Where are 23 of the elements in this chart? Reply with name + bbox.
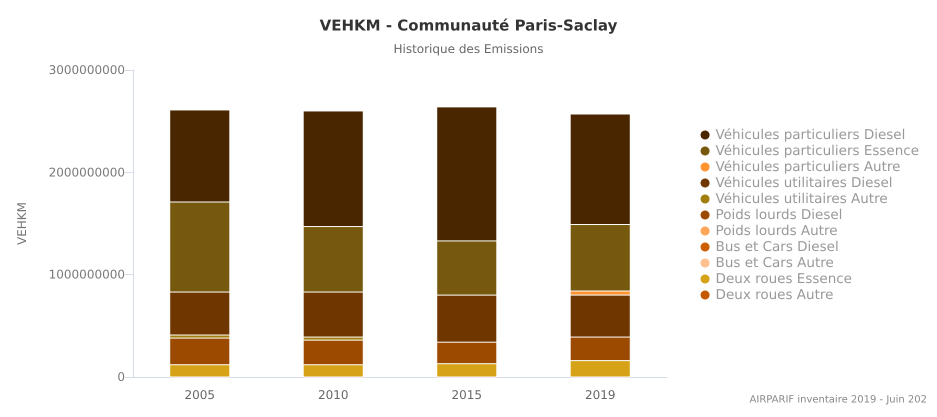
y-tick-label: 3000000000 [48,63,125,77]
y-tick-label: 2000000000 [48,165,125,180]
y-tick-label: 0 [117,370,125,384]
legend-label: Véhicules particuliers Autre [716,159,900,175]
y-axis-title: VEHKM [15,202,29,246]
legend-label: Deux roues Essence [716,271,852,287]
x-tick-label: 2015 [451,388,482,402]
legend-label: Poids lourds Autre [716,223,838,239]
x-tick-label: 2005 [184,388,216,402]
x-tick-label: 2010 [318,388,349,402]
legend-label: Bus et Cars Diesel [716,239,839,255]
legend-label: Véhicules utilitaires Autre [716,191,888,207]
legend-label: Deux roues Autre [716,287,834,303]
x-tick-label: 2019 [584,388,616,402]
legend-label: Véhicules particuliers Essence [716,143,920,159]
chart-title: VEHKM - Communauté Paris-Saclay [320,16,618,34]
legend-label: Bus et Cars Autre [716,255,834,271]
legend-label: Véhicules particuliers Diesel [716,127,906,143]
chart-subtitle: Historique des Emissions [393,42,544,56]
legend-label: Poids lourds Diesel [716,207,842,223]
y-tick-label: 1000000000 [48,268,125,282]
legend-label: Véhicules utilitaires Diesel [716,175,893,191]
text: AIRPARIF inventaire 2019 - Juin 202 [750,394,928,406]
